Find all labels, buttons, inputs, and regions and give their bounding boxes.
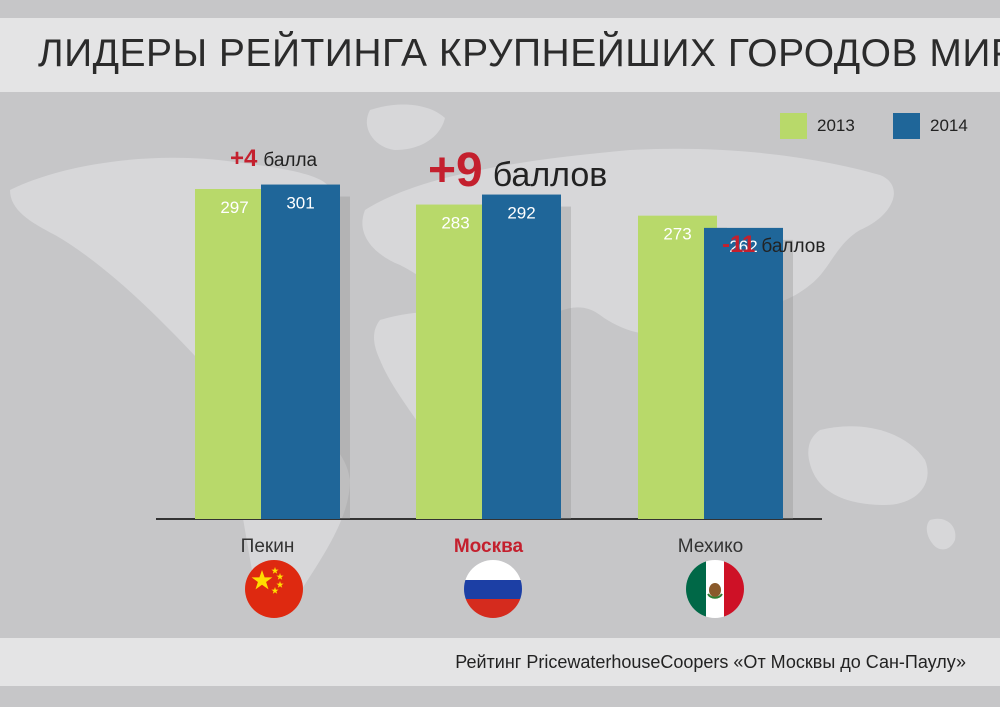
change-annotation-0: +4 балла [230, 145, 318, 172]
data-label-2013-Мехико: 273 [663, 225, 691, 244]
data-label-2014-Пекин: 301 [286, 194, 314, 213]
bar-2013-Пекин [195, 189, 274, 519]
chart-title: ЛИДЕРЫ РЕЙТИНГА КРУПНЕЙШИХ ГОРОДОВ МИРА [38, 32, 1000, 75]
change-unit: баллов [493, 156, 608, 194]
legend-label-2013: 2013 [817, 116, 855, 135]
category-label-mexico: Мехико [678, 536, 743, 557]
change-unit: балла [263, 150, 317, 171]
data-label-2014-Москва: 292 [507, 204, 535, 223]
change-delta: -11 [722, 231, 755, 258]
change-delta: +9 [428, 144, 483, 197]
mexico-flag-icon [686, 560, 744, 618]
legend-item-2013: 2013 [780, 113, 855, 139]
bar-2014-Пекин [261, 184, 340, 520]
source-note: Рейтинг PricewaterhouseCoopers «От Москв… [455, 652, 966, 672]
change-delta: +4 [230, 145, 258, 172]
data-label-2013-Пекин: 297 [220, 198, 248, 217]
category-label-moscow: Москва [454, 536, 524, 557]
china-flag-icon [245, 560, 303, 618]
bar-2013-Мехико [638, 215, 717, 519]
bar-2014-Москва [482, 194, 561, 520]
legend-swatch-2014 [893, 113, 920, 139]
change-annotation-2: -11 баллов [722, 231, 825, 258]
russia-flag-icon [464, 560, 522, 618]
data-label-2013-Москва: 283 [441, 214, 469, 233]
legend-swatch-2013 [780, 113, 807, 139]
title-band [0, 18, 1000, 92]
legend-label-2014: 2014 [930, 116, 968, 135]
change-unit: баллов [761, 236, 825, 257]
bar-2013-Москва [416, 204, 495, 520]
category-label-beijing: Пекин [241, 536, 295, 557]
source-band [0, 638, 1000, 686]
data-label-2014-Мехико: 262 [729, 237, 757, 256]
bar-2014-Мехико [704, 227, 783, 519]
change-annotation-1: +9 баллов [428, 144, 607, 197]
legend-item-2014: 2014 [893, 113, 968, 139]
